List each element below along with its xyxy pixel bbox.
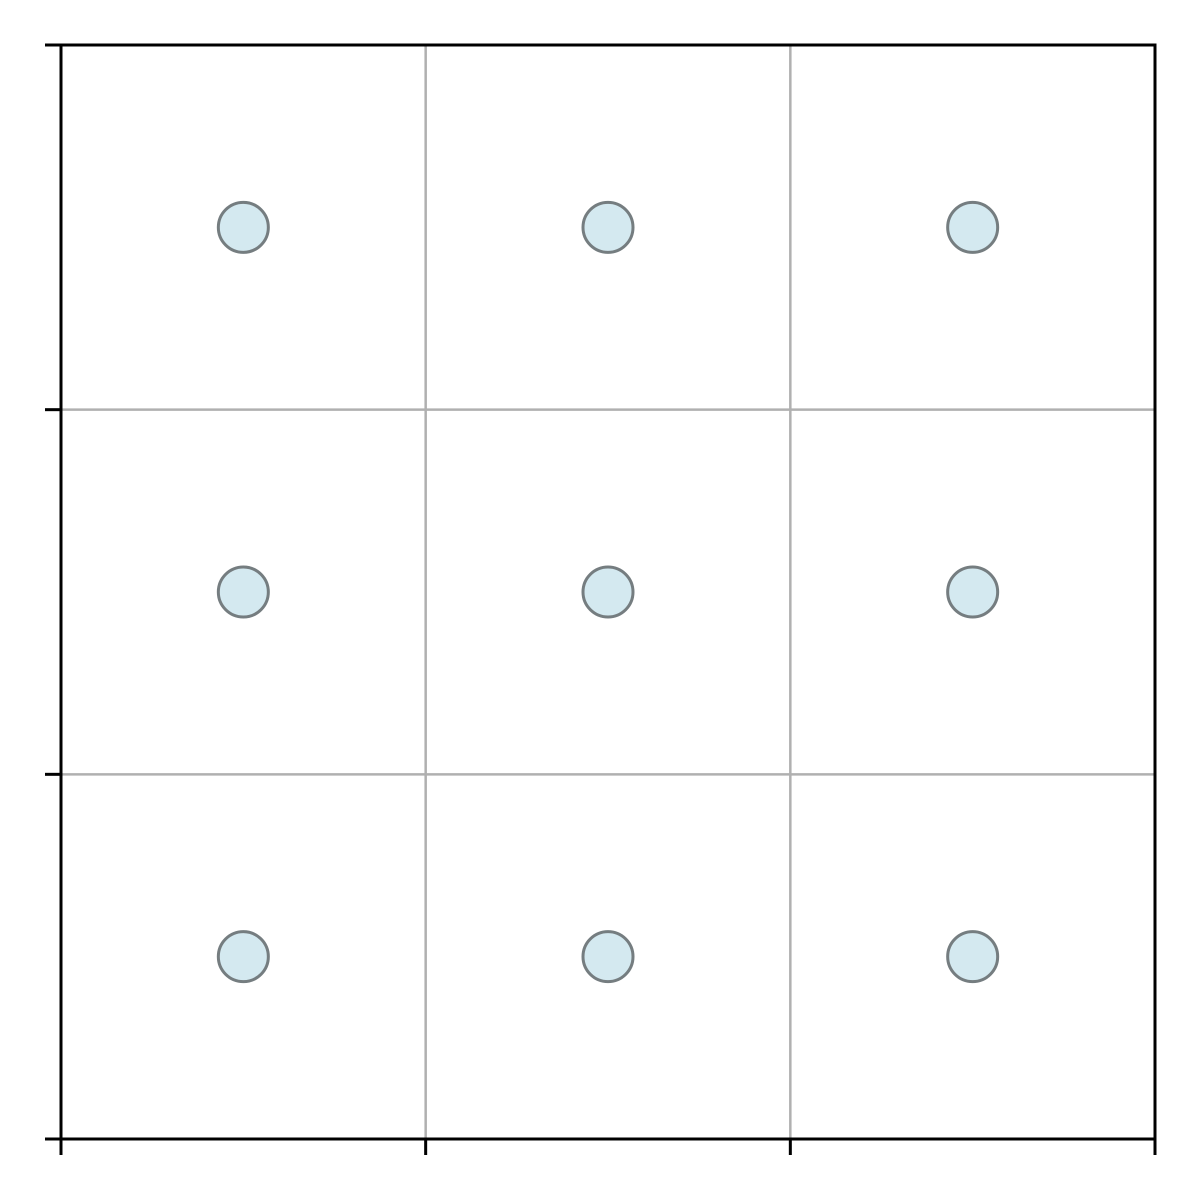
data-point-0-6 xyxy=(216,930,270,984)
data-point-0-8 xyxy=(946,930,1000,984)
data-point-0-0 xyxy=(216,200,270,254)
data-point-0-4 xyxy=(581,565,635,619)
data-point-0-5 xyxy=(946,565,1000,619)
data-point-0-3 xyxy=(216,565,270,619)
axes-frame xyxy=(59,43,1157,1141)
data-point-0-1 xyxy=(581,200,635,254)
data-point-0-2 xyxy=(946,200,1000,254)
data-markers xyxy=(216,200,1000,984)
axes xyxy=(45,43,1157,1155)
data-point-0-7 xyxy=(581,930,635,984)
